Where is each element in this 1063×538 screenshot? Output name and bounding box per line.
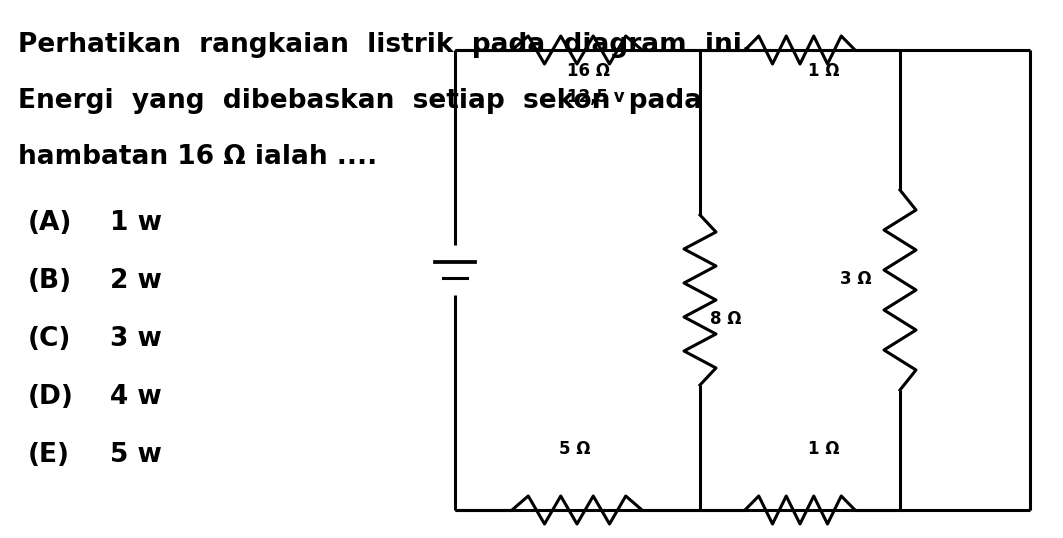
Text: 1 Ω: 1 Ω — [808, 62, 840, 80]
Text: 5 Ω: 5 Ω — [559, 440, 591, 458]
Text: 3 Ω: 3 Ω — [840, 270, 872, 288]
Text: 12,5 v: 12,5 v — [567, 88, 625, 106]
Text: 4 w: 4 w — [109, 384, 162, 410]
Text: 3 w: 3 w — [109, 326, 162, 352]
Text: Perhatikan  rangkaian  listrik  pada  diagram  ini.: Perhatikan rangkaian listrik pada diagra… — [18, 32, 752, 58]
Text: Energi  yang  dibebaskan  setiap  sekon  pada: Energi yang dibebaskan setiap sekon pada — [18, 88, 703, 114]
Text: 2 w: 2 w — [109, 268, 162, 294]
Text: 5 w: 5 w — [109, 442, 162, 468]
Text: (A): (A) — [28, 210, 72, 236]
Text: (E): (E) — [28, 442, 70, 468]
Text: 1 Ω: 1 Ω — [808, 440, 840, 458]
Text: 8 Ω: 8 Ω — [710, 310, 742, 328]
Text: (C): (C) — [28, 326, 71, 352]
Text: (D): (D) — [28, 384, 73, 410]
Text: hambatan 16 Ω ialah ....: hambatan 16 Ω ialah .... — [18, 144, 377, 170]
Text: 16 Ω: 16 Ω — [567, 62, 610, 80]
Text: (B): (B) — [28, 268, 72, 294]
Text: 1 w: 1 w — [109, 210, 162, 236]
